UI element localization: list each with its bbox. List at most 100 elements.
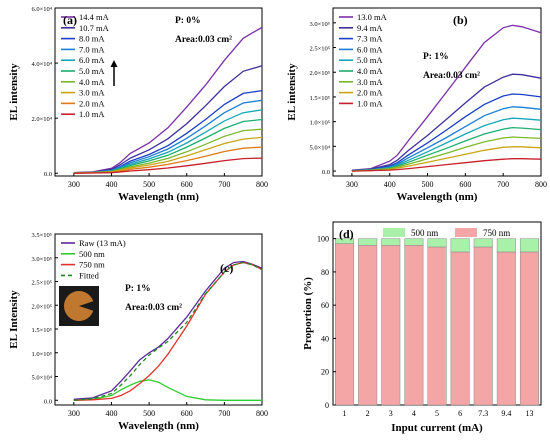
bar-1 <box>450 238 470 253</box>
chart-panel-2: 300 400 500 600 700 800 0.0 5.0×10⁴ 1.0×10⁵ 1.5×1… <box>8 232 268 432</box>
y-tick-label: 0.0 <box>44 171 52 178</box>
series-line-0 <box>73 26 263 174</box>
legend-label: Fitted <box>79 270 100 280</box>
series-line-6 <box>73 128 263 174</box>
y-tick-label: 20 <box>321 368 329 377</box>
annotation-text: P: 0% <box>175 16 201 26</box>
y-axis-label: Proportion (%) <box>302 277 314 350</box>
x-tick-label: 300 <box>68 409 80 418</box>
y-tick-label: 3.0×10⁵ <box>31 256 52 263</box>
x-tick-label: 800 <box>535 180 547 189</box>
chart-panel-3: 1 2 3 4 5 6 7.3 9.4 13 0 20 40 60 80 100 Input current … <box>302 221 542 434</box>
y-tick-label: 3.0×10⁵ <box>309 21 330 28</box>
plot-frame <box>332 7 542 177</box>
annotation-text: Area:0.03 cm² <box>423 71 480 81</box>
x-tick-label: 800 <box>256 180 268 189</box>
y-tick-label: 0.0 <box>44 398 52 405</box>
legend-label: 1.0 mA <box>357 98 383 108</box>
legend-label: 8.0 mA <box>79 34 105 44</box>
legend-label: 6.0 mA <box>357 44 383 54</box>
series-line-6 <box>351 136 542 172</box>
x-tick-label: 300 <box>68 180 80 189</box>
x-axis-label: Wavelength (nm) <box>118 420 199 432</box>
bar-1 <box>427 238 447 248</box>
legend-label: 3.0 mA <box>79 88 105 98</box>
annotation-text: Area:0.03 cm² <box>125 303 182 313</box>
legend-label: 1.0 mA <box>79 109 105 119</box>
annotation-text: P: 1% <box>423 52 449 62</box>
panel-label: (a) <box>63 13 77 27</box>
bar-1 <box>358 238 378 246</box>
bar-0 <box>473 246 493 406</box>
legend-label: 7.0 mA <box>79 44 105 54</box>
legend-label: 500 nm <box>79 249 105 259</box>
arrow-head-icon <box>110 60 118 67</box>
x-tick-label: 9.4 <box>501 409 511 418</box>
panel-label: (c) <box>220 261 233 275</box>
annotation-text: Area:0.03 cm² <box>175 35 232 45</box>
chart-panel-0: 300 400 500 600 700 800 0.0 2.0×10⁴ 4.0×10⁴ 6.0×1… <box>8 6 268 203</box>
bar-1 <box>473 238 493 248</box>
plot-frame <box>54 233 263 406</box>
series-line-1 <box>73 379 262 401</box>
y-axis-label: EL intensity <box>8 63 20 121</box>
y-tick-label: 1.5×10⁵ <box>309 95 330 102</box>
x-tick-label: 600 <box>459 180 471 189</box>
series-line-2 <box>351 93 542 172</box>
series-line-0 <box>73 260 263 400</box>
legend-label: 750 nm <box>79 260 105 270</box>
legend-label: 9.4 mA <box>357 23 383 33</box>
y-tick-label: 60 <box>321 301 329 310</box>
y-tick-label: 80 <box>321 268 329 277</box>
y-tick-label: 1.0×10⁵ <box>309 120 330 127</box>
bar-0 <box>381 245 401 406</box>
x-tick-label: 700 <box>497 180 509 189</box>
legend-label: 13.0 mA <box>357 12 388 22</box>
x-tick-label: 300 <box>346 180 358 189</box>
y-tick-label: 6.0×10⁴ <box>31 6 52 13</box>
y-axis-label: EL intensity <box>286 63 298 121</box>
series-line-4 <box>351 117 542 172</box>
annotation-text: P: 1% <box>125 284 151 294</box>
bar-0 <box>519 251 539 406</box>
y-tick-label: 5.0×10⁴ <box>309 144 330 151</box>
bar-1 <box>496 238 516 253</box>
y-axis-label: EL Intensity <box>8 290 20 349</box>
series-line-9 <box>73 157 263 174</box>
x-tick-label: 500 <box>143 180 155 189</box>
x-tick-label: 400 <box>105 180 117 189</box>
y-tick-label: 2.0×10⁵ <box>31 303 52 310</box>
x-tick-label: 500 <box>143 409 155 418</box>
y-tick-label: 0 <box>325 401 329 410</box>
y-tick-label: 2.0×10⁴ <box>31 116 52 123</box>
y-tick-label: 2.5×10⁵ <box>309 46 330 53</box>
x-axis-label: Input current (mA) <box>391 422 483 434</box>
legend-label: 500 nm <box>411 228 438 238</box>
y-tick-label: 3.5×10⁵ <box>31 232 52 239</box>
series-line-3 <box>351 106 542 172</box>
panel-label: (d) <box>339 227 354 241</box>
inset-photo-notch <box>79 301 94 311</box>
x-tick-label: 2 <box>366 409 370 418</box>
legend-label: 14.4 mA <box>79 12 110 22</box>
x-tick-label: 400 <box>384 180 396 189</box>
bar-1 <box>335 238 355 244</box>
panel-label: (b) <box>453 13 468 27</box>
x-axis-label: Wavelength (nm) <box>397 191 478 203</box>
bar-0 <box>450 251 470 406</box>
legend-label: 3.0 mA <box>357 77 383 87</box>
legend-label: Raw (13 mA) <box>79 238 126 248</box>
y-tick-label: 5.0×10⁴ <box>31 375 52 382</box>
x-tick-label: 3 <box>389 409 393 418</box>
y-tick-label: 2.0×10⁵ <box>309 70 330 77</box>
x-axis-label: Wavelength (nm) <box>118 191 199 203</box>
y-tick-label: 1.0×10⁵ <box>31 351 52 358</box>
y-tick-label: 2.5×10⁵ <box>31 280 52 287</box>
legend-label: 2.0 mA <box>357 88 383 98</box>
y-tick-label: 1.5×10⁵ <box>31 327 52 334</box>
x-tick-label: 600 <box>181 409 193 418</box>
series-line-2 <box>73 261 263 401</box>
x-tick-label: 800 <box>256 409 268 418</box>
x-tick-label: 1 <box>343 409 347 418</box>
